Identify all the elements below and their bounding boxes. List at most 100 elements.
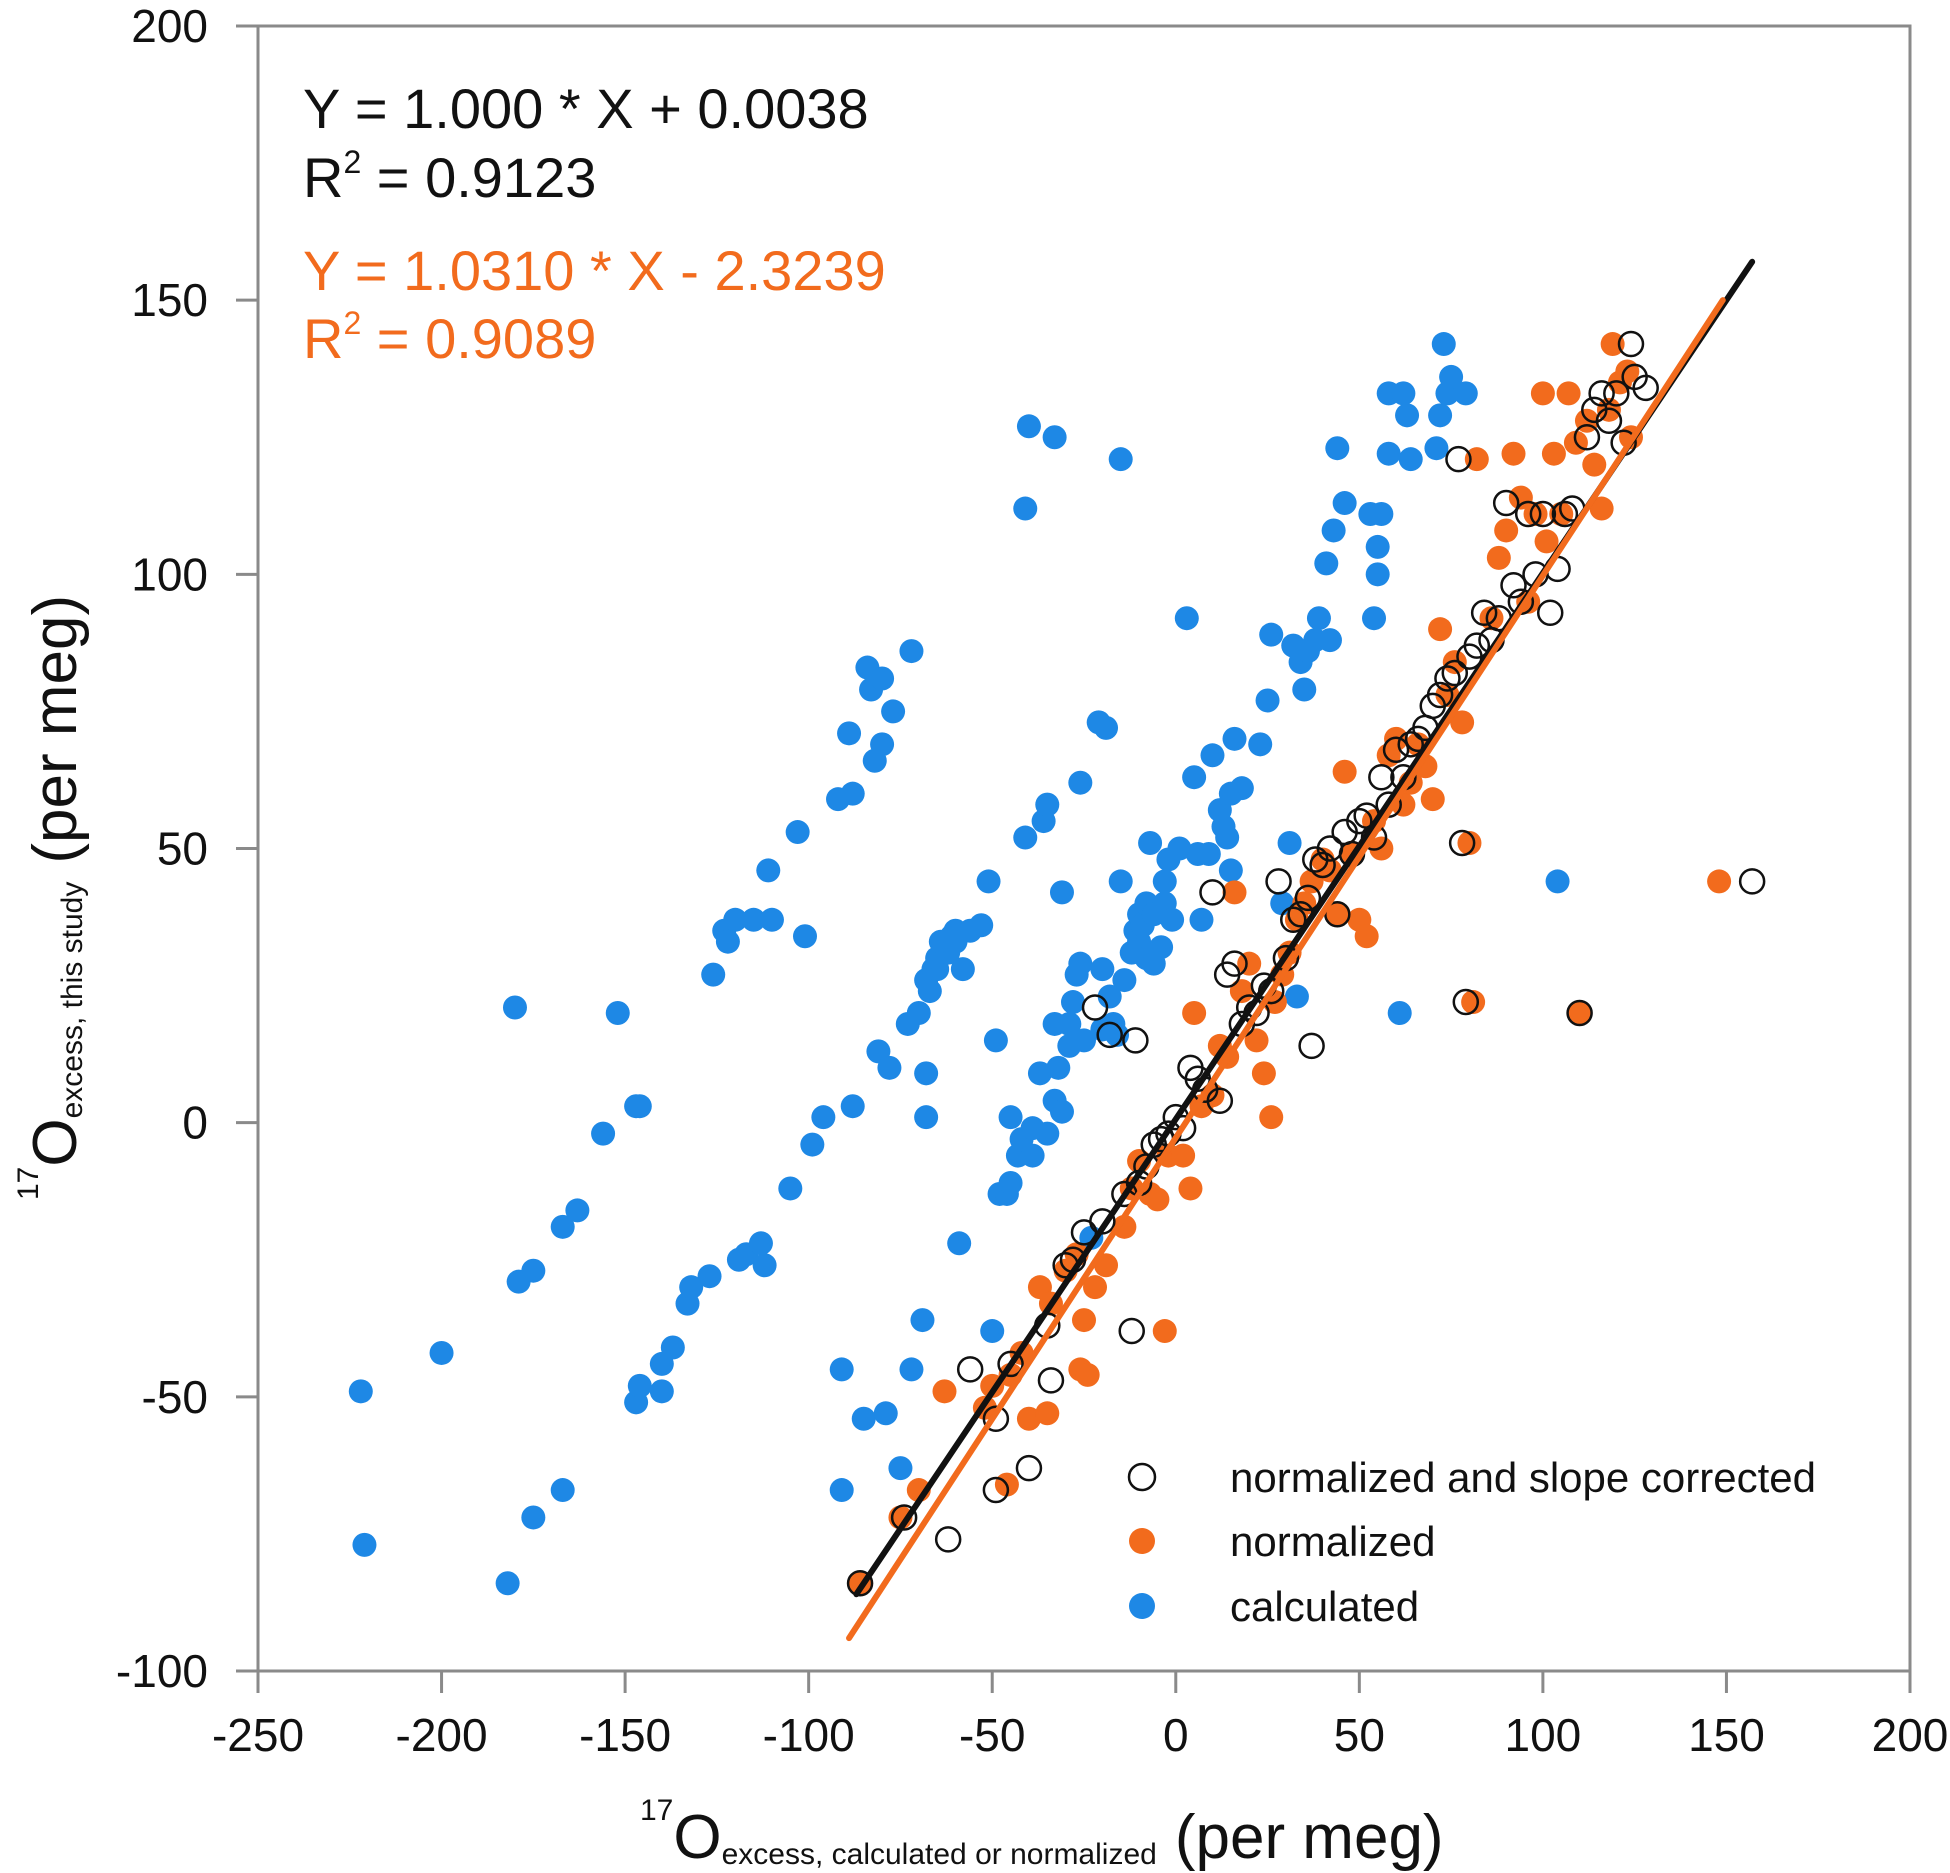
- point-calculated: [914, 1061, 939, 1086]
- point-calculated: [877, 1055, 902, 1080]
- point-calculated: [1049, 880, 1074, 905]
- x-tick-label: -100: [763, 1709, 855, 1761]
- point-slope-corrected: [1015, 1454, 1043, 1482]
- point-normalized: [1145, 1187, 1170, 1212]
- point-calculated: [829, 1357, 854, 1382]
- point-calculated: [1042, 425, 1067, 450]
- point-calculated: [1035, 1121, 1060, 1146]
- point-normalized: [1541, 441, 1566, 466]
- point-calculated: [1196, 841, 1221, 866]
- point-calculated: [627, 1373, 652, 1398]
- point-calculated: [980, 1319, 1005, 1344]
- point-calculated: [715, 929, 740, 954]
- point-calculated: [873, 1401, 898, 1426]
- orange-r2-sup: 2: [343, 305, 361, 341]
- point-calculated: [1013, 496, 1038, 521]
- point-calculated: [1424, 436, 1449, 461]
- point-slope-corrected: [1632, 374, 1659, 402]
- point-calculated: [1174, 606, 1199, 631]
- x-title-unit: (per meg): [1175, 1803, 1444, 1872]
- y-tick-label: -100: [116, 1645, 208, 1697]
- point-normalized: [1707, 869, 1732, 894]
- axis-tick-labels: -250 -200 -150 -100 -50 0 50 100 150 200 -100 -50 0 5…: [116, 0, 1948, 1761]
- point-normalized: [1428, 617, 1453, 642]
- point-calculated: [1138, 831, 1163, 856]
- point-calculated: [1376, 441, 1401, 466]
- y-title-sub: excess, this study: [56, 882, 89, 1119]
- point-normalized: [1251, 1061, 1276, 1086]
- point-slope-corrected: [1368, 763, 1395, 791]
- point-slope-corrected: [1122, 1027, 1149, 1054]
- point-calculated: [1292, 677, 1317, 702]
- point-calculated: [1167, 836, 1192, 861]
- point-calculated: [899, 1357, 924, 1382]
- point-calculated: [976, 869, 1001, 894]
- point-calculated: [947, 1231, 972, 1256]
- black-equation: Y = 1.000 * X + 0.0038: [303, 77, 869, 140]
- point-normalized: [1325, 902, 1350, 927]
- point-calculated: [1431, 332, 1456, 357]
- black-r2-value: = 0.9123: [361, 146, 596, 209]
- point-calculated: [1020, 1143, 1045, 1168]
- point-normalized: [1222, 880, 1247, 905]
- point-calculated: [348, 1379, 373, 1404]
- y-tick-label: 200: [131, 0, 208, 52]
- point-normalized: [1523, 502, 1548, 527]
- point-calculated: [906, 1001, 931, 1025]
- point-normalized: [1556, 381, 1581, 406]
- black-r2-letter: R: [303, 146, 343, 209]
- point-slope-corrected: [1448, 829, 1476, 857]
- point-calculated: [1545, 869, 1570, 894]
- point-normalized: [1534, 529, 1559, 554]
- point-slope-corrected: [1588, 380, 1615, 407]
- point-calculated: [1365, 534, 1390, 559]
- point-normalized: [1016, 1406, 1041, 1431]
- point-slope-corrected: [1280, 906, 1307, 934]
- point-normalized: [1589, 496, 1614, 521]
- point-calculated: [983, 1028, 1008, 1053]
- point-calculated: [917, 979, 942, 1004]
- point-slope-corrected: [1500, 572, 1527, 599]
- y-tick-label: -50: [142, 1371, 208, 1423]
- point-calculated: [1317, 628, 1342, 653]
- orange-r-squared: R2 = 0.9089: [303, 305, 596, 370]
- point-slope-corrected: [1470, 599, 1498, 626]
- point-normalized: [1152, 1319, 1177, 1344]
- point-calculated: [352, 1532, 377, 1557]
- point-normalized: [1182, 1001, 1207, 1025]
- point-normalized: [1244, 1028, 1269, 1053]
- y-tick-label: 50: [157, 823, 208, 875]
- point-calculated: [840, 781, 865, 806]
- x-tick-label: 200: [1872, 1709, 1949, 1761]
- point-calculated: [1284, 984, 1309, 1009]
- point-calculated: [910, 1308, 935, 1333]
- point-normalized: [1501, 441, 1526, 466]
- legend-label-slope-corrected: normalized and slope corrected: [1230, 1454, 1816, 1501]
- point-calculated: [1046, 1055, 1071, 1080]
- point-slope-corrected: [934, 1526, 962, 1553]
- point-calculated: [1094, 715, 1119, 740]
- point-normalized: [1457, 831, 1482, 856]
- point-slope-corrected: [982, 1476, 1010, 1504]
- point-calculated: [1160, 907, 1185, 932]
- point-calculated: [679, 1275, 704, 1300]
- fit-lines: [846, 258, 1756, 1642]
- x-tick-label: 150: [1688, 1709, 1765, 1761]
- point-normalized: [1035, 1401, 1060, 1426]
- point-slope-corrected: [1573, 424, 1601, 451]
- point-normalized: [1171, 1143, 1196, 1168]
- black-r2-sup: 2: [343, 144, 361, 180]
- point-calculated: [811, 1105, 836, 1130]
- point-calculated: [950, 957, 975, 982]
- x-tick-label: -200: [396, 1709, 488, 1761]
- point-calculated: [1108, 447, 1133, 472]
- point-slope-corrected: [1536, 599, 1564, 626]
- point-calculated: [1255, 688, 1280, 713]
- x-title-sup: 17: [640, 1794, 673, 1827]
- point-calculated: [840, 1094, 865, 1119]
- point-calculated: [785, 820, 810, 845]
- point-calculated: [888, 1456, 913, 1481]
- point-slope-corrected: [1096, 1021, 1123, 1049]
- point-slope-corrected: [1206, 1087, 1234, 1114]
